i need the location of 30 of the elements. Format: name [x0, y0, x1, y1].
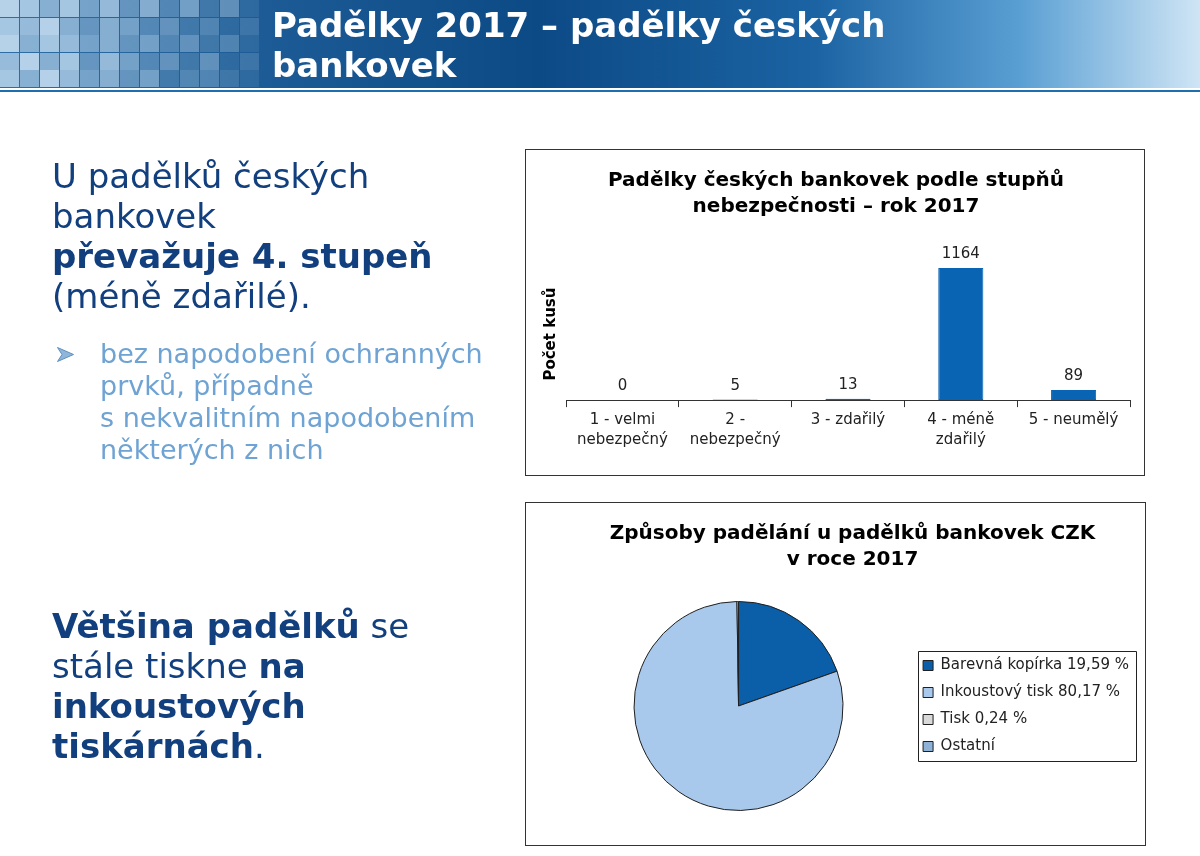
text: (méně zdařilé). [52, 276, 311, 316]
data-label: 5 [730, 375, 740, 394]
chart-title: Padělky českých bankovek podle stupňů nebezpečnosti – rok 2017 [607, 167, 1065, 218]
chart-title: Způsoby padělání u padělků bankovek CZK v roce 2017 [609, 520, 1097, 571]
legend-label: Ostatní [940, 736, 996, 755]
legend-label: Barevná kopírka 19,59 % [940, 655, 1130, 674]
text: inkoustových [52, 686, 306, 726]
x-tick-label: 4 - méně zdařilý [927, 409, 995, 448]
text: převažuje 4. stupeň [52, 236, 433, 276]
data-label: 89 [1064, 366, 1084, 385]
text: Padělky 2017 – padělky českých bankovek [272, 5, 887, 85]
legend-label: Inkoustový tisk 80,17 % [940, 682, 1121, 701]
data-label: 0 [617, 376, 628, 395]
bar [938, 268, 984, 401]
y-axis-title: Počet kusů [540, 287, 559, 381]
data-label: 1164 [941, 244, 980, 263]
text: se [370, 606, 410, 646]
text: na [258, 646, 306, 686]
bar [1051, 390, 1097, 401]
x-tick-label: 2 - nebezpečný [689, 409, 781, 448]
text: . [253, 726, 265, 766]
x-tick-label: 3 - zdařilý [810, 409, 886, 428]
x-tick-label: 5 - neumělý [1028, 409, 1119, 428]
data-label: 13 [838, 375, 858, 394]
text: Většina padělků [52, 606, 360, 646]
text: stále tiskne [52, 646, 248, 686]
legend-label: Tisk 0,24 % [939, 709, 1028, 728]
text: s nekvalitním napodobením některých z nich [100, 402, 476, 465]
x-tick-label: 1 - velmi nebezpečný [577, 409, 668, 448]
text: tiskárnách [52, 726, 254, 766]
